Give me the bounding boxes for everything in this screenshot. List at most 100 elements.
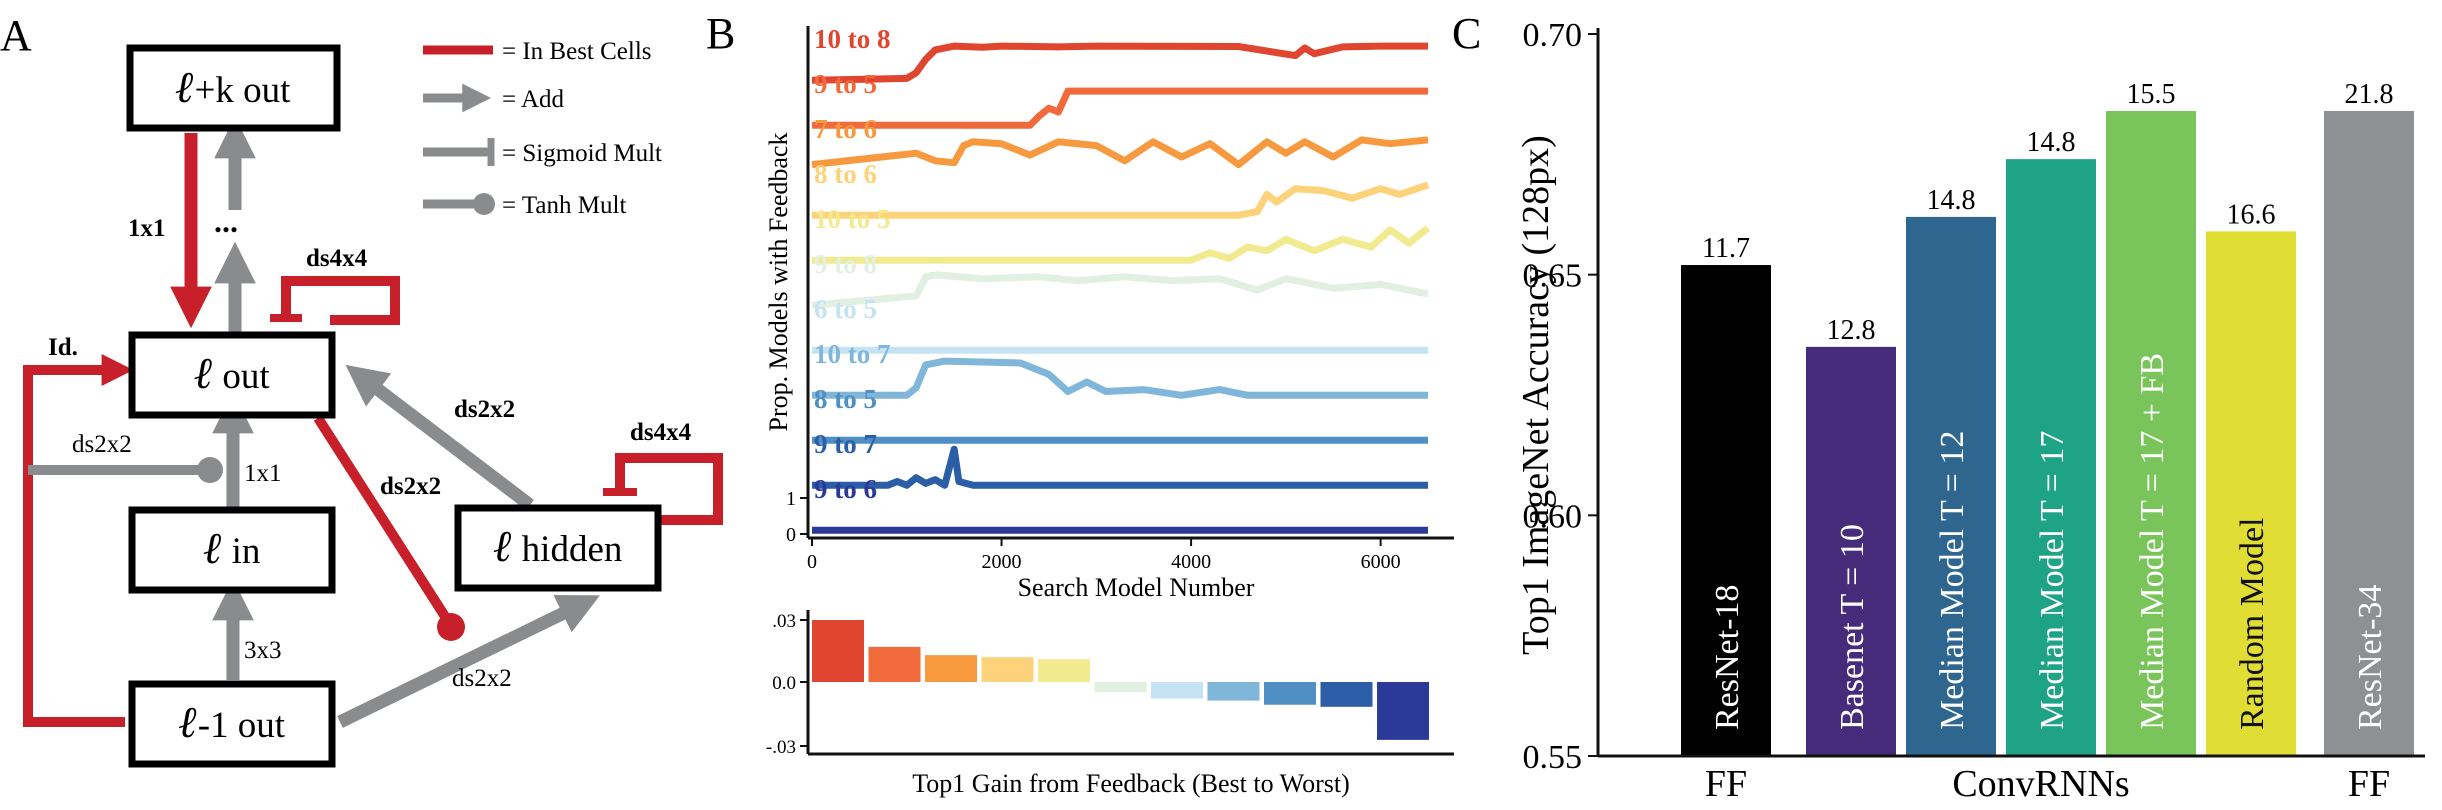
label-1x1-in: 1x1 xyxy=(244,460,282,487)
series-label: 9 to 6 xyxy=(814,474,877,504)
x-tick-label: 6000 xyxy=(1361,551,1401,573)
gain-bar xyxy=(925,655,977,682)
accuracy-bar xyxy=(2324,111,2414,757)
gain-y-tick-label: .03 xyxy=(772,611,796,632)
legend-dot xyxy=(473,193,495,215)
label-3x3: 3x3 xyxy=(244,637,282,664)
node-out-label: ℓ out xyxy=(194,349,270,398)
series-label: 9 to 8 xyxy=(814,249,877,279)
acc-y-tick-label: 0.60 xyxy=(1523,498,1583,535)
edge-hidden-self-loop xyxy=(615,453,723,525)
label-ds2x2-red-diag: ds2x2 xyxy=(380,473,441,500)
panel-a: A = In Best Cells = Add = Sigmoid Mult =… xyxy=(0,11,723,768)
gain-y-tick-label: 0.0 xyxy=(772,673,796,694)
series-label: 7 to 6 xyxy=(814,114,877,144)
node-top-label: ℓ+k out xyxy=(176,63,291,112)
node-top-box xyxy=(126,44,341,132)
accuracy-bar xyxy=(2206,231,2296,756)
acc-y-tick-label: 0.70 xyxy=(1523,17,1583,54)
node-out-box xyxy=(128,331,336,419)
bar-name-label: Basenet T = 10 xyxy=(1834,524,1871,730)
label-id: Id. xyxy=(48,334,78,361)
legend-sigmoid: = Sigmoid Mult xyxy=(502,140,662,167)
panel-a-letter: A xyxy=(0,11,32,60)
gain-bar xyxy=(1377,682,1429,740)
label-ds2x2-left: ds2x2 xyxy=(72,431,132,458)
panel-a-legend: = In Best Cells = Add = Sigmoid Mult = T… xyxy=(423,38,662,219)
bar-value-label: 14.8 xyxy=(2027,127,2076,158)
gain-bar xyxy=(1094,682,1147,693)
x-axis-title: Search Model Number xyxy=(1018,573,1255,602)
x-tick-label: 4000 xyxy=(1171,551,1211,573)
node-hidden-label: ℓ hidden xyxy=(494,522,623,571)
bar-name-label: Median Model T = 12 xyxy=(1934,431,1971,730)
bar-value-label: 12.8 xyxy=(1827,315,1876,346)
accuracy-bar xyxy=(1906,216,1996,756)
label-ds4x4-top: ds4x4 xyxy=(306,245,368,272)
series-line xyxy=(811,271,1429,309)
bar-name-label: Random Model xyxy=(2234,518,2271,730)
series-line xyxy=(811,136,1429,169)
label-ds2x2-hidden-back: ds2x2 xyxy=(454,396,515,423)
bar-value-label: 11.7 xyxy=(1702,233,1750,264)
accuracy-bar xyxy=(2006,159,2096,756)
series-line xyxy=(812,357,1428,399)
group-label: FF xyxy=(2348,763,2390,805)
legend-best-cells: = In Best Cells xyxy=(502,38,652,65)
group-label: ConvRNNs xyxy=(1952,763,2129,805)
acc-y-tick-label: 0.65 xyxy=(1523,258,1583,295)
legend-add: = Add xyxy=(502,86,565,113)
gain-bar xyxy=(1038,659,1090,682)
x-tick-label: 2000 xyxy=(982,551,1022,573)
gain-bar xyxy=(1320,682,1373,707)
gain-bar-chart: .03 0.0 -.03 Top1 Gain from Feedback (Best … xyxy=(766,610,1454,798)
node-prev-label: ℓ-1 out xyxy=(179,698,286,747)
series-line xyxy=(812,87,1428,129)
group-label: FF xyxy=(1705,763,1747,805)
series-label: 10 to 7 xyxy=(814,339,891,369)
edge-hidden-to-out xyxy=(345,364,534,511)
bar-value-label: 16.6 xyxy=(2227,199,2276,230)
gain-bar xyxy=(981,657,1034,682)
edge-out-to-hidden-red xyxy=(313,415,451,621)
label-1x1-red: 1x1 xyxy=(128,215,166,242)
series-line xyxy=(812,225,1431,264)
bar-name-label: Median Model T = 17 + FB xyxy=(2134,353,2171,730)
node-in-label: ℓ in xyxy=(204,524,261,573)
accuracy-bar xyxy=(1681,265,1771,756)
bar-value-label: 21.8 xyxy=(2345,79,2394,110)
panel-a-nodes: ℓ+k out ℓ out ℓ in ℓ hidden ℓ-1 out xyxy=(126,44,662,768)
panel-b-letter: B xyxy=(706,9,735,58)
panel-c: C 11.7 ResNet-18 12.8 Basenet T = 10 14.8 Med… xyxy=(1452,9,2425,805)
acc-y-tick-label: 0.55 xyxy=(1523,739,1583,776)
series-label: 10 to 5 xyxy=(814,204,891,234)
accuracy-bar-chart: 11.7 ResNet-18 12.8 Basenet T = 10 14.8 Media… xyxy=(1515,17,2425,805)
series-label: 9 to 7 xyxy=(814,429,877,459)
series-label: 8 to 5 xyxy=(814,384,877,414)
edge-tanh-dot xyxy=(197,457,223,483)
accuracy-bar xyxy=(1806,346,1896,756)
gain-x-axis-title: Top1 Gain from Feedback (Best to Worst) xyxy=(912,769,1350,798)
edge-red-tanh-dot xyxy=(437,613,465,641)
y-tick-label: 1 xyxy=(786,488,796,510)
node-in-box xyxy=(128,506,336,594)
gain-bar xyxy=(1151,682,1203,699)
gain-bar xyxy=(868,646,921,682)
x-tick-label: 0 xyxy=(807,551,817,573)
y-axis-title: Prop. Models with Feedback xyxy=(764,133,793,432)
line-chart: 10 to 8 9 to 5 7 to 6 8 to 6 10 to 5 9 to 8 6 … xyxy=(764,24,1454,602)
gain-bar xyxy=(812,620,864,682)
panel-c-letter: C xyxy=(1452,9,1481,58)
label-ds2x2-prev: ds2x2 xyxy=(452,665,512,692)
bar-value-label: 14.8 xyxy=(1927,185,1976,216)
panel-a-edges xyxy=(23,116,723,728)
bar-name-label: Median Model T = 17 xyxy=(2034,431,2071,730)
label-ellipsis: ... xyxy=(214,203,238,239)
panel-b: B 10 to 8 9 to 5 7 to 6 8 to 6 10 to 5 9 to 8… xyxy=(706,9,1454,798)
acc-y-axis-title: Top1 ImageNet Accuracy (128px) xyxy=(1515,135,1557,655)
series-label: 10 to 8 xyxy=(814,24,891,54)
series-label: 6 to 5 xyxy=(814,294,877,324)
panel-a-edge-labels: 1x1 ... ds4x4 Id. ds2x2 1x1 ds2x2 ds2x2 … xyxy=(48,203,692,692)
edge-prev-to-hidden xyxy=(337,594,600,728)
